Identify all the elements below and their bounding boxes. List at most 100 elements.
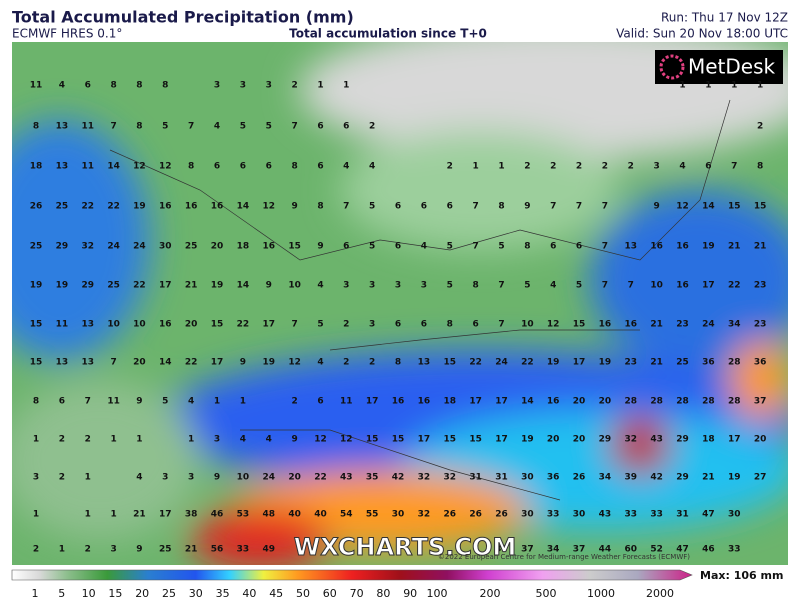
grid-value: 16 — [159, 202, 172, 212]
grid-value: 1 — [705, 81, 711, 91]
grid-value: 22 — [133, 281, 146, 291]
grid-value: 7 — [110, 358, 116, 368]
grid-value: 3 — [369, 281, 375, 291]
grid-value: 8 — [136, 122, 142, 132]
grid-value: 3 — [188, 473, 194, 483]
grid-value: 19 — [702, 242, 715, 252]
grid-value: 52 — [650, 545, 663, 555]
grid-value: 16 — [547, 397, 560, 407]
grid-value: 21 — [728, 242, 741, 252]
grid-value: 10 — [133, 320, 146, 330]
grid-value: 25 — [30, 242, 43, 252]
grid-value: 6 — [447, 202, 453, 212]
grid-value: 20 — [211, 242, 224, 252]
grid-value: 7 — [188, 122, 194, 132]
valid-time: Valid: Sun 20 Nov 18:00 UTC — [616, 27, 788, 41]
grid-value: 1 — [85, 473, 91, 483]
colorbar-label: 70 — [350, 587, 364, 600]
grid-value: 19 — [133, 202, 146, 212]
grid-value: 25 — [185, 242, 198, 252]
grid-value: 12 — [262, 202, 275, 212]
grid-value: 19 — [599, 358, 612, 368]
grid-value: 6 — [240, 162, 246, 172]
grid-value: 31 — [495, 473, 508, 483]
grid-value: 14 — [159, 358, 172, 368]
grid-value: 6 — [395, 320, 401, 330]
grid-value: 5 — [576, 281, 582, 291]
grid-value: 14 — [702, 202, 715, 212]
grid-value: 19 — [547, 358, 560, 368]
grid-value: 1 — [757, 81, 763, 91]
grid-value: 4 — [214, 122, 220, 132]
grid-value: 9 — [240, 358, 246, 368]
grid-value: 15 — [443, 435, 456, 445]
grid-value: 3 — [395, 281, 401, 291]
grid-value: 2 — [757, 122, 763, 132]
grid-value: 1 — [472, 162, 478, 172]
grid-value: 12 — [133, 162, 146, 172]
grid-value: 8 — [291, 162, 297, 172]
grid-value: 10 — [288, 281, 301, 291]
grid-value: 9 — [266, 281, 272, 291]
grid-value: 10 — [521, 320, 534, 330]
grid-value: 15 — [211, 320, 224, 330]
grid-value: 33 — [495, 545, 508, 555]
colorbar-label: 80 — [376, 587, 390, 600]
grid-value: 22 — [237, 320, 250, 330]
grid-value: 1 — [110, 510, 116, 520]
grid-value: 7 — [498, 281, 504, 291]
grid-value: 32 — [81, 242, 94, 252]
grid-value: 4 — [550, 281, 556, 291]
grid-value: 19 — [211, 281, 224, 291]
grid-value: 28 — [728, 358, 741, 368]
grid-value: 17 — [159, 281, 172, 291]
colorbar-label: 2000 — [646, 587, 674, 600]
map — [12, 42, 788, 565]
grid-value: 16 — [262, 242, 275, 252]
grid-value: 3 — [240, 81, 246, 91]
grid-value: 53 — [237, 510, 250, 520]
grid-value: 21 — [650, 320, 663, 330]
grid-value: 4 — [266, 435, 272, 445]
grid-value: 30 — [573, 510, 586, 520]
colorbar-label: 1 — [32, 587, 39, 600]
grid-value: 14 — [237, 281, 250, 291]
grid-value: 26 — [495, 510, 508, 520]
grid-value: 11 — [56, 320, 69, 330]
grid-value: 1 — [188, 435, 194, 445]
grid-value: 17 — [728, 435, 741, 445]
colorbar-label: 50 — [296, 587, 310, 600]
grid-value: 4 — [317, 281, 323, 291]
grid-value: 33 — [728, 545, 741, 555]
grid-value: 2 — [602, 162, 608, 172]
grid-value: 1 — [33, 435, 39, 445]
grid-value: 43 — [340, 473, 353, 483]
grid-value: 29 — [676, 473, 689, 483]
model: ECMWF HRES 0.1° — [12, 27, 122, 41]
grid-value: 6 — [317, 397, 323, 407]
grid-value: 12 — [340, 435, 353, 445]
colorbar-label: 60 — [323, 587, 337, 600]
grid-value: 29 — [81, 281, 94, 291]
grid-value: 34 — [547, 545, 560, 555]
grid-value: 3 — [214, 81, 220, 91]
grid-value: 11 — [81, 162, 94, 172]
grid-value: 29 — [56, 242, 69, 252]
subtitle: Total accumulation since T+0 — [289, 27, 487, 41]
grid-value: 23 — [625, 358, 638, 368]
grid-value: 23 — [676, 320, 689, 330]
grid-value: 18 — [702, 435, 715, 445]
grid-value: 2 — [447, 162, 453, 172]
grid-value: 6 — [550, 242, 556, 252]
grid-value: 16 — [392, 397, 405, 407]
grid-value: 6 — [214, 162, 220, 172]
grid-value: 20 — [547, 435, 560, 445]
grid-value: 40 — [314, 510, 327, 520]
grid-value: 1 — [731, 81, 737, 91]
grid-value: 12 — [159, 162, 172, 172]
grid-value: 25 — [107, 281, 120, 291]
grid-value: 9 — [291, 435, 297, 445]
grid-value: 37 — [521, 545, 534, 555]
grid-value: 22 — [728, 281, 741, 291]
grid-value: 21 — [185, 545, 198, 555]
